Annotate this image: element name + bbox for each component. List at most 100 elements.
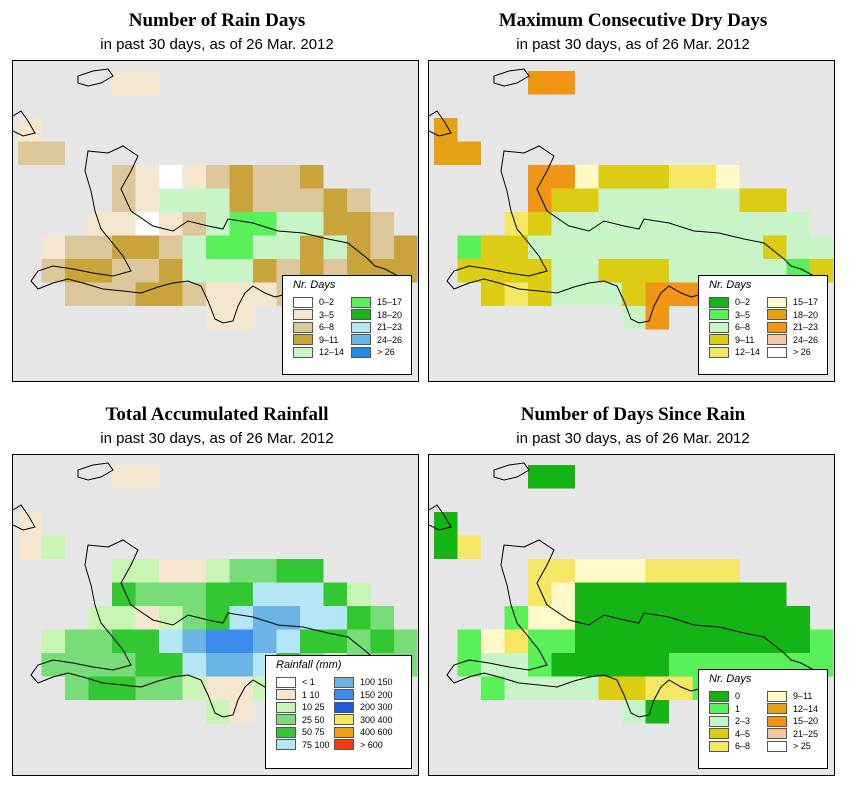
map-grid-cell — [598, 259, 622, 283]
map-grid-cell — [229, 606, 253, 630]
map-grid-cell — [551, 259, 575, 283]
map-grid-cell — [528, 165, 552, 189]
map-grid-cell — [504, 629, 528, 653]
map-grid-cell — [786, 629, 810, 653]
map-grid-cell — [622, 306, 646, 330]
legend-label: 150 200 — [360, 689, 393, 700]
map-grid-cell — [135, 465, 159, 489]
map-grid-cell — [528, 235, 552, 259]
map-grid-cell — [229, 629, 253, 653]
map-grid-cell — [276, 629, 300, 653]
map-grid-cell — [645, 165, 669, 189]
legend-item: 18–20 — [351, 309, 402, 321]
legend-label: 15–17 — [793, 297, 819, 307]
map-grid-cell — [41, 259, 65, 283]
map-grid-cell — [347, 212, 371, 236]
map-grid-cell — [645, 629, 669, 653]
legend-swatch — [293, 296, 313, 308]
legend-swatch — [709, 334, 729, 345]
legend-label: 3–5 — [735, 309, 751, 320]
map-grid-cell — [481, 282, 505, 306]
map-grid-cell — [135, 188, 159, 212]
rainfall-map — [13, 462, 418, 724]
map-grid-cell — [716, 582, 740, 606]
map-grid-cell — [551, 282, 575, 306]
legend-label: 15–17 — [377, 297, 403, 307]
map-grid-cell — [159, 188, 183, 212]
map-grid-cell — [253, 188, 277, 212]
legend-item: 9–11 — [293, 334, 338, 346]
map-grid-cell — [159, 259, 183, 283]
map-grid-cell — [323, 582, 347, 606]
legend-item: 100 150 — [334, 676, 393, 688]
legend-swatch — [334, 726, 354, 738]
legend-swatch — [276, 739, 296, 750]
map-grid-cell — [457, 141, 481, 165]
map-grid-cell — [88, 676, 112, 700]
legend-item: 6–8 — [293, 321, 334, 333]
map-grid-cell — [206, 559, 230, 583]
map-grid-cell — [575, 582, 599, 606]
map-grid-cell — [434, 535, 458, 559]
map-grid-cell — [112, 235, 136, 259]
legend-label: 6–8 — [319, 322, 335, 332]
panel-title: Number of Days Since Rain — [520, 404, 746, 425]
legend-item: 0–2 — [293, 296, 334, 308]
legend-swatch — [709, 690, 729, 702]
legend: Nr. Days 0–2 3–5 6–8 9–11 12–14 15–17 18–20 21–… — [282, 275, 412, 375]
map-grid-cell — [300, 188, 324, 212]
coastline — [429, 462, 818, 718]
map-grid-cell — [716, 629, 740, 653]
map-grid-cell — [347, 582, 371, 606]
map-grid-cell — [692, 606, 716, 630]
legend-label: 6–8 — [735, 322, 751, 332]
map-grid-cell — [206, 306, 230, 330]
map-grid-cell — [528, 653, 552, 677]
map-grid-cell — [810, 629, 834, 653]
map-grid-cell — [551, 606, 575, 630]
legend-label: 18–20 — [793, 309, 819, 320]
legend-label: < 1 — [302, 677, 315, 687]
map-grid-cell — [300, 559, 324, 583]
map-grid-cell — [229, 212, 253, 236]
legend-label: > 26 — [377, 347, 395, 357]
map-grid-cell — [716, 235, 740, 259]
legend-item: 0 — [709, 690, 740, 702]
map-grid-cell — [65, 653, 89, 677]
legend-swatch — [767, 296, 787, 308]
map-grid-cell — [229, 559, 253, 583]
map-grid-cell — [253, 582, 277, 606]
map-grid-cell — [182, 165, 206, 189]
map-grid-cell — [253, 282, 277, 306]
map-grid-cell — [206, 700, 230, 724]
map-grid-cell — [645, 676, 669, 700]
map-grid-cell — [276, 212, 300, 236]
legend-label: 15–20 — [793, 716, 819, 726]
legend-label: 12–14 — [735, 347, 761, 357]
map-grid-cell — [182, 212, 206, 236]
map-grid-cell — [135, 165, 159, 189]
days-since-rain-panel: Number of Days Since Rain in past 30 day… — [428, 394, 838, 779]
map-grid-cell — [457, 235, 481, 259]
map-grid-cell — [229, 700, 253, 724]
map-grid-cell — [159, 212, 183, 236]
map-grid-cell — [575, 235, 599, 259]
map-grid-cell — [253, 235, 277, 259]
map-grid-cell — [763, 582, 787, 606]
legend-item: > 26 — [767, 346, 811, 358]
legend-label: 3–5 — [319, 309, 335, 320]
map-grid-cell — [135, 676, 159, 700]
map-grid-cell — [159, 165, 183, 189]
map-grid-cell — [206, 653, 230, 677]
rainfall-panel: Total Accumulated Rainfall in past 30 da… — [12, 394, 422, 779]
map-grid-cell — [763, 212, 787, 236]
legend-item: 2–3 — [709, 715, 750, 727]
coastline — [13, 68, 402, 324]
legend-label: 9–11 — [735, 334, 755, 345]
map-grid-cell — [88, 212, 112, 236]
map-grid-cell — [276, 606, 300, 630]
map-grid-cell — [669, 676, 693, 700]
legend-label: 12–14 — [793, 703, 819, 714]
map-grid-cell — [551, 653, 575, 677]
map-grid-cell — [528, 629, 552, 653]
